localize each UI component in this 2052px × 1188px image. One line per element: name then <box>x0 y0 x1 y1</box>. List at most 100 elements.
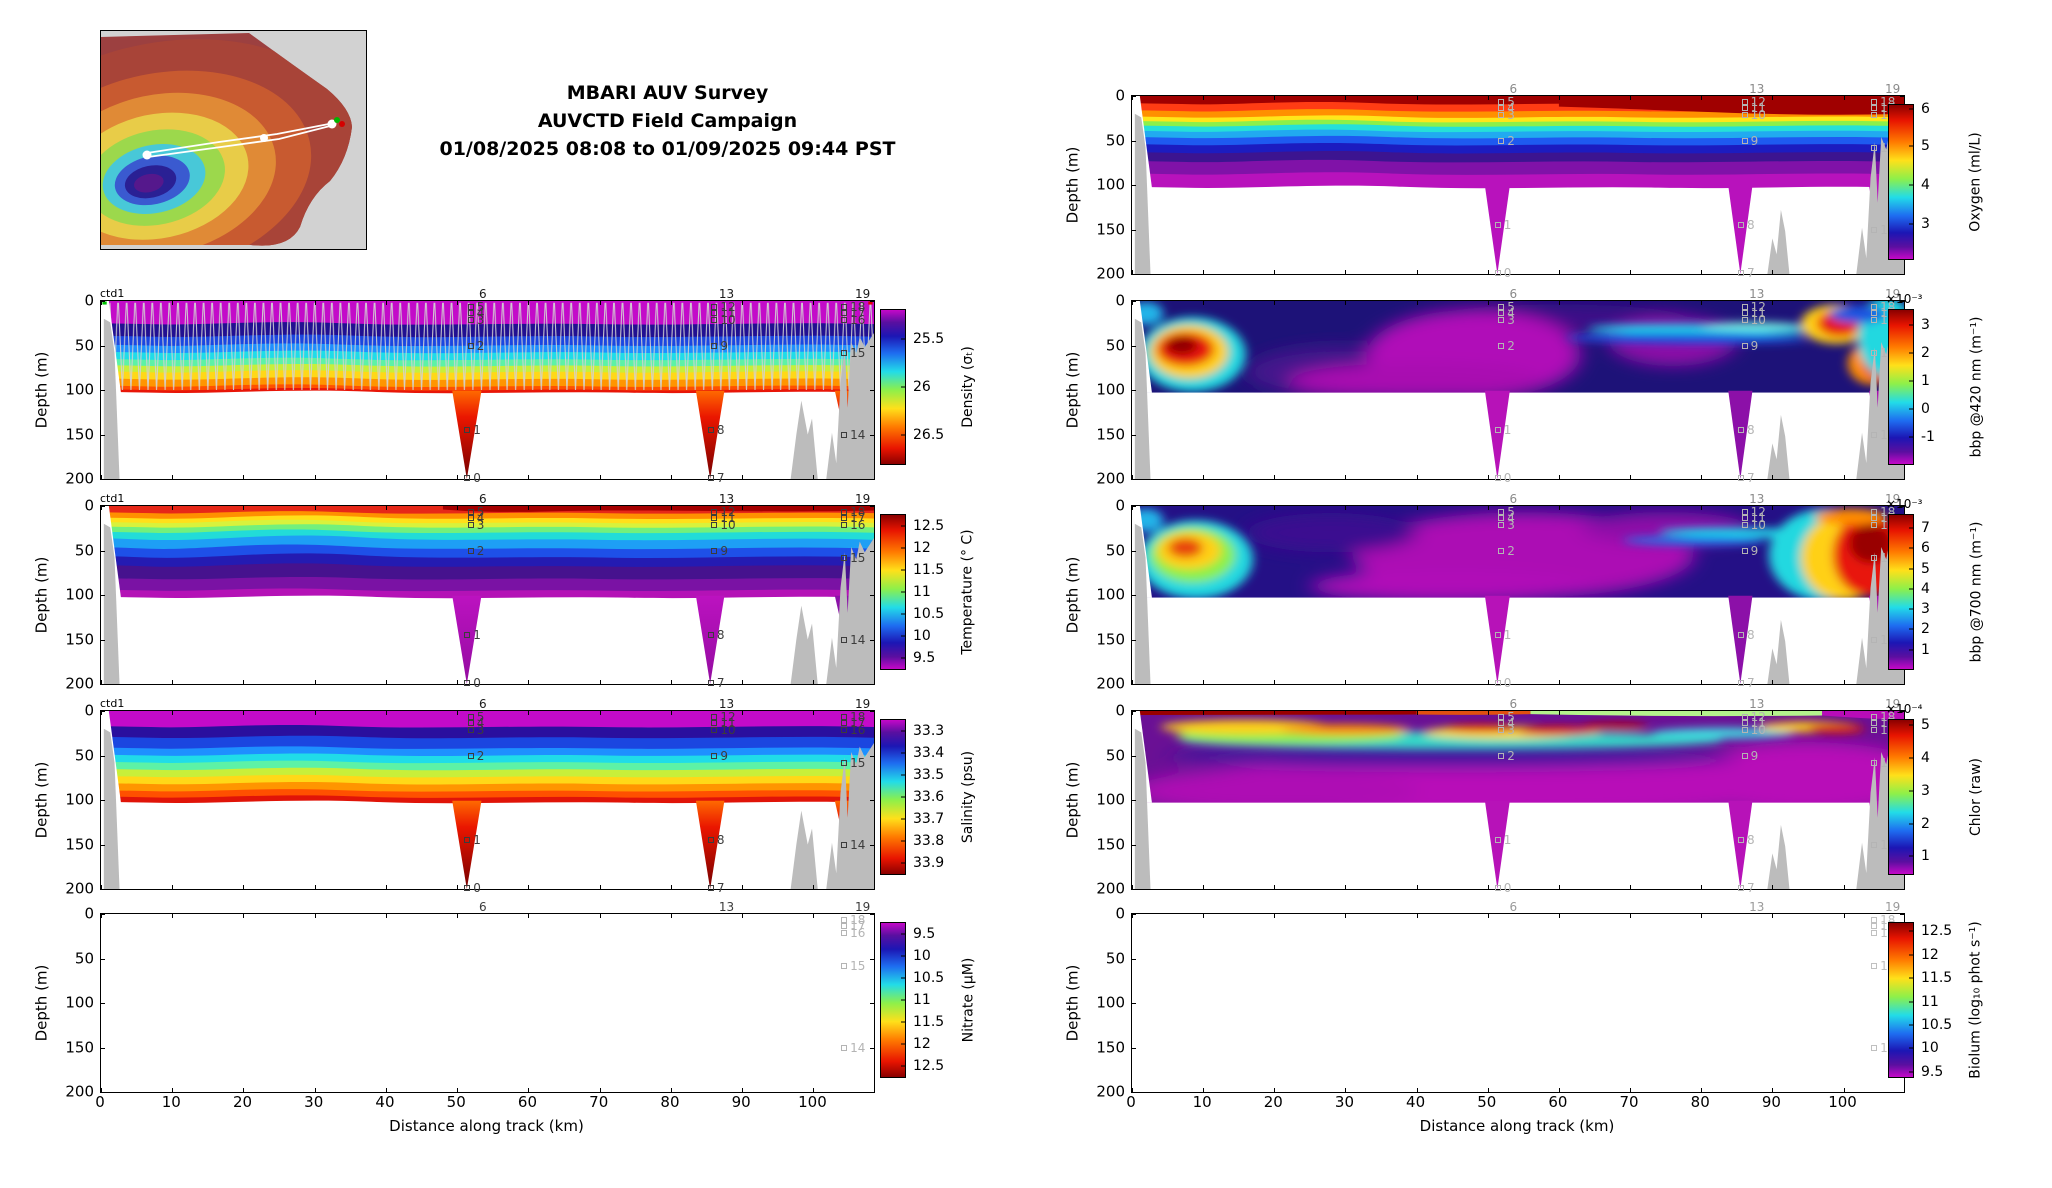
tick-mark <box>101 885 102 889</box>
tick-mark <box>670 506 672 510</box>
colorbar-tick-label: 5 <box>1921 717 1930 734</box>
colorbar-tick-label: 9.5 <box>913 926 936 943</box>
tick-mark <box>1630 885 1632 889</box>
waypoint-marker: 17 <box>841 307 865 319</box>
track-waypoint-dot <box>260 134 268 142</box>
tick-mark <box>1843 506 1845 510</box>
waypoint-marker: 11 <box>711 717 736 729</box>
tick-mark <box>1132 595 1136 596</box>
tick-mark <box>742 506 744 510</box>
tick-mark <box>1132 1047 1136 1049</box>
waypoint-marker: 9 <box>711 750 728 762</box>
waypoint-square-icon <box>1738 427 1745 434</box>
x-axis-tick-label: 50 <box>1477 1093 1497 1111</box>
waypoint-marker: 10 <box>1741 724 1766 736</box>
tick-mark <box>1274 711 1276 715</box>
waypoint-marker: 3 <box>1498 314 1515 326</box>
y-axis-tick-label: 0 <box>84 496 94 515</box>
x-axis-tick-label: 80 <box>1690 1093 1710 1111</box>
colorbar-tick-label: 4 <box>1921 580 1930 597</box>
track-end-marker <box>339 121 345 127</box>
tick-mark <box>528 885 530 889</box>
waypoint-marker: 7 <box>707 677 724 689</box>
colorbar-tick-mark <box>901 818 905 820</box>
waypoint-square-icon <box>1741 137 1748 144</box>
waypoint-square-icon <box>1498 547 1505 554</box>
waypoint-number: 0 <box>1503 676 1512 691</box>
waypoint-number: 1 <box>1503 218 1512 233</box>
y-axis-tick-label: 100 <box>1096 790 1125 809</box>
temperature-colorbar: Temperature (° C) 12.5 12 11.5 11 10.5 10 9.5 <box>880 514 976 670</box>
tick-mark <box>385 475 387 479</box>
tick-mark <box>1772 301 1774 305</box>
y-axis-tick-label: 200 <box>1096 879 1125 898</box>
waypoint-number: 8 <box>1747 628 1755 643</box>
y-axis-tick-label: 150 <box>1096 630 1125 648</box>
colorbar-tick-mark <box>1909 108 1913 110</box>
colorbar-tick-label: 11.5 <box>913 1013 945 1030</box>
waypoint-marker: 10 <box>711 724 736 736</box>
tick-mark <box>1203 475 1205 479</box>
title-line-2: AUVCTD Field Campaign <box>537 110 798 132</box>
tick-mark <box>870 889 874 890</box>
colorbar-tick-label: 12.5 <box>913 518 945 535</box>
waypoint-square-icon <box>1738 680 1745 687</box>
tick-mark <box>1843 1088 1845 1092</box>
waypoint-marker: 9 <box>1741 750 1758 762</box>
colorbar-tick-mark <box>1909 1024 1913 1026</box>
colorbar-tick-label: 11.5 <box>1921 970 1953 987</box>
tick-mark <box>1132 345 1136 347</box>
waypoint-number: 2 <box>1507 748 1515 763</box>
waypoint-marker: 15 <box>841 757 865 769</box>
colorbar-tick-mark <box>901 730 905 732</box>
colorbar-tick-label: 10 <box>1921 1040 1939 1057</box>
tick-mark <box>1558 711 1560 715</box>
waypoint-square-icon <box>1741 342 1748 349</box>
tick-mark <box>101 1088 102 1092</box>
colorbar-tick-mark <box>1909 1071 1913 1073</box>
y-axis-tick-label: 100 <box>65 585 94 604</box>
colorbar-tick-mark <box>1909 184 1913 186</box>
colorbar-tick-mark <box>901 525 905 527</box>
tick-mark <box>599 914 601 918</box>
auv-track <box>142 117 345 160</box>
waypoint-marker: 17 <box>841 512 865 524</box>
waypoint-top-label: 19 <box>1884 287 1901 301</box>
waypoint-square-icon <box>841 726 848 733</box>
tick-mark <box>670 914 672 918</box>
waypoint-top-label: 19 <box>1884 82 1901 96</box>
tick-mark <box>1203 96 1205 100</box>
tick-mark <box>1900 274 1904 275</box>
colorbar-tick-label: 33.8 <box>913 832 945 849</box>
tick-mark <box>1345 96 1347 100</box>
tick-mark <box>1416 270 1418 274</box>
colorbar-tick-mark <box>901 434 905 436</box>
tick-mark <box>385 680 387 684</box>
tick-mark <box>1630 1088 1632 1092</box>
waypoint-number: 5 <box>1507 710 1515 725</box>
waypoint-marker: 3 <box>467 724 484 736</box>
tick-mark <box>101 711 102 715</box>
waypoint-number: 2 <box>1507 543 1515 558</box>
colorbar-tick-mark <box>901 977 905 979</box>
waypoint-number: 5 <box>476 710 485 725</box>
tick-mark <box>1701 301 1703 305</box>
waypoint-square-icon <box>841 917 848 924</box>
tick-mark <box>1345 914 1347 918</box>
tick-mark <box>670 885 672 889</box>
colorbar-tick-mark <box>1909 724 1913 726</box>
waypoint-square-icon <box>1494 427 1501 434</box>
tick-mark <box>1274 270 1276 274</box>
colorbar-tick-mark <box>1909 930 1913 932</box>
tick-mark <box>101 755 105 757</box>
tick-mark <box>1203 506 1205 510</box>
waypoint-square-icon <box>1494 222 1501 229</box>
tick-mark <box>1487 270 1489 274</box>
tick-mark <box>528 475 530 479</box>
waypoint-marker: 2 <box>1498 340 1515 352</box>
chlor-colorbar-exponent: ×10⁻⁴ <box>1886 702 1923 716</box>
waypoint-marker: 18 <box>841 711 865 723</box>
tick-mark <box>1274 96 1276 100</box>
tick-mark <box>1345 475 1347 479</box>
waypoint-number: 4 <box>476 716 485 731</box>
